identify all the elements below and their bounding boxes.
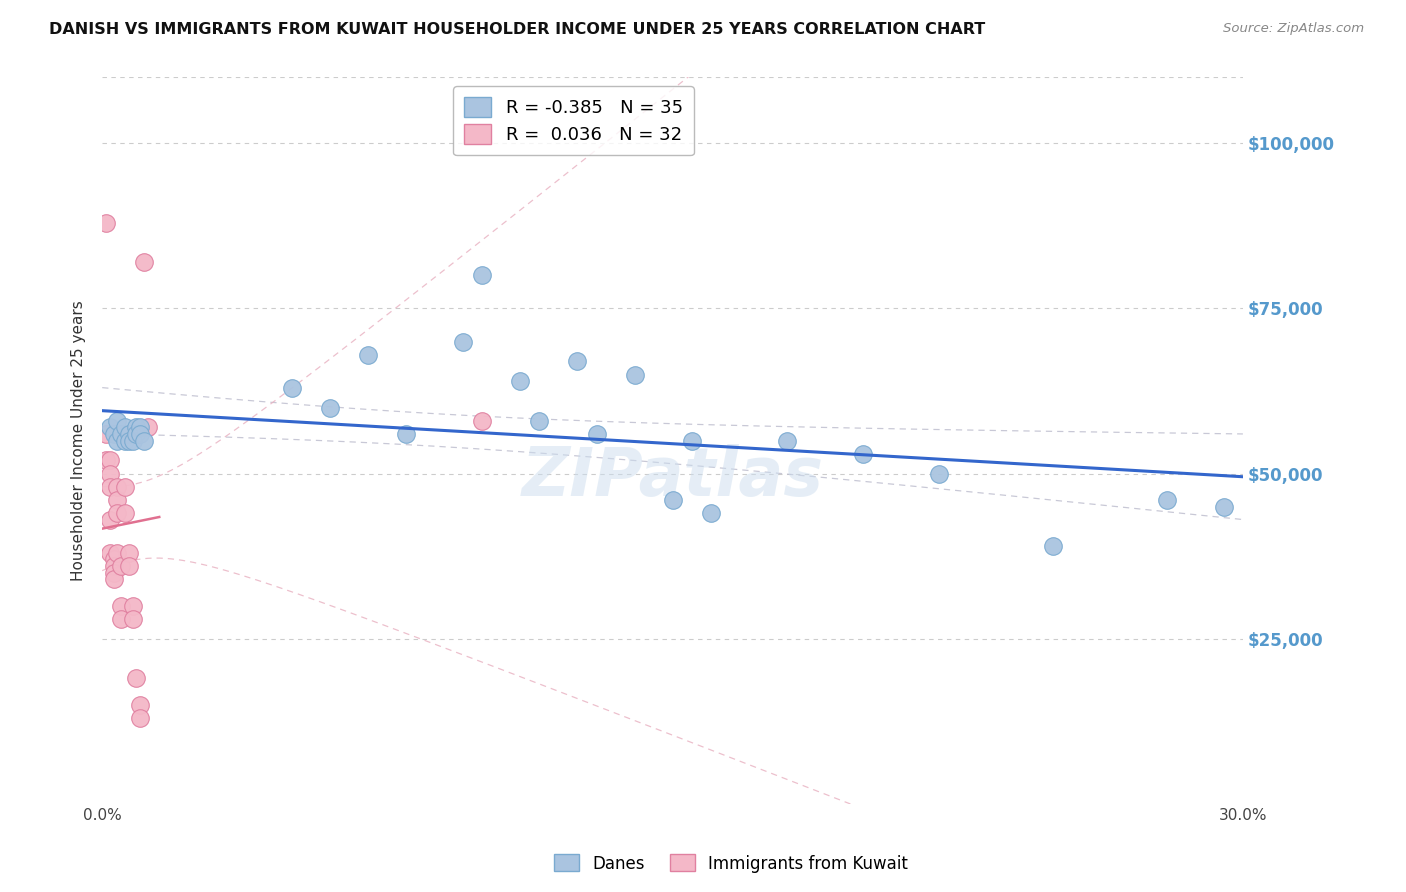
Point <box>775 434 797 448</box>
Point <box>623 368 645 382</box>
Point <box>107 546 129 560</box>
Point <box>129 698 152 712</box>
Point <box>107 434 129 448</box>
Point <box>129 426 152 441</box>
Point <box>567 354 589 368</box>
Point <box>129 420 152 434</box>
Point <box>121 612 143 626</box>
Point <box>136 420 159 434</box>
Point <box>114 506 136 520</box>
Point <box>471 268 494 283</box>
Point <box>1212 500 1234 514</box>
Point <box>103 558 125 573</box>
Point <box>118 434 141 448</box>
Point <box>94 216 117 230</box>
Point <box>357 348 380 362</box>
Text: ZIPatlas: ZIPatlas <box>522 444 824 510</box>
Point <box>107 414 129 428</box>
Point <box>103 566 125 580</box>
Point <box>129 711 152 725</box>
Point <box>132 434 155 448</box>
Y-axis label: Householder Income Under 25 years: Householder Income Under 25 years <box>72 300 86 581</box>
Point <box>98 546 121 560</box>
Point <box>103 552 125 566</box>
Point <box>509 374 531 388</box>
Point <box>110 599 132 613</box>
Text: Source: ZipAtlas.com: Source: ZipAtlas.com <box>1223 22 1364 36</box>
Point <box>661 492 683 507</box>
Point <box>453 334 475 349</box>
Point <box>125 426 148 441</box>
Point <box>94 453 117 467</box>
Point <box>114 420 136 434</box>
Point <box>125 671 148 685</box>
Point <box>114 426 136 441</box>
Point <box>118 558 141 573</box>
Point <box>110 558 132 573</box>
Point <box>471 414 494 428</box>
Point <box>107 506 129 520</box>
Point <box>121 599 143 613</box>
Point <box>1156 492 1178 507</box>
Point <box>110 426 132 441</box>
Point <box>585 426 607 441</box>
Point <box>98 480 121 494</box>
Point <box>319 401 342 415</box>
Point <box>395 426 418 441</box>
Point <box>94 426 117 441</box>
Legend: Danes, Immigrants from Kuwait: Danes, Immigrants from Kuwait <box>547 847 915 880</box>
Point <box>107 480 129 494</box>
Point <box>103 572 125 586</box>
Point <box>699 506 721 520</box>
Point <box>132 255 155 269</box>
Point <box>98 420 121 434</box>
Legend: R = -0.385   N = 35, R =  0.036   N = 32: R = -0.385 N = 35, R = 0.036 N = 32 <box>454 87 693 155</box>
Point <box>98 453 121 467</box>
Point <box>103 426 125 441</box>
Point <box>107 492 129 507</box>
Point <box>98 513 121 527</box>
Point <box>114 434 136 448</box>
Point <box>681 434 703 448</box>
Point <box>118 426 141 441</box>
Point <box>852 447 875 461</box>
Point <box>928 467 950 481</box>
Point <box>114 480 136 494</box>
Point <box>110 612 132 626</box>
Point <box>98 467 121 481</box>
Point <box>121 434 143 448</box>
Point <box>118 546 141 560</box>
Point <box>281 381 304 395</box>
Point <box>529 414 551 428</box>
Point <box>125 420 148 434</box>
Text: DANISH VS IMMIGRANTS FROM KUWAIT HOUSEHOLDER INCOME UNDER 25 YEARS CORRELATION C: DANISH VS IMMIGRANTS FROM KUWAIT HOUSEHO… <box>49 22 986 37</box>
Point <box>1042 539 1064 553</box>
